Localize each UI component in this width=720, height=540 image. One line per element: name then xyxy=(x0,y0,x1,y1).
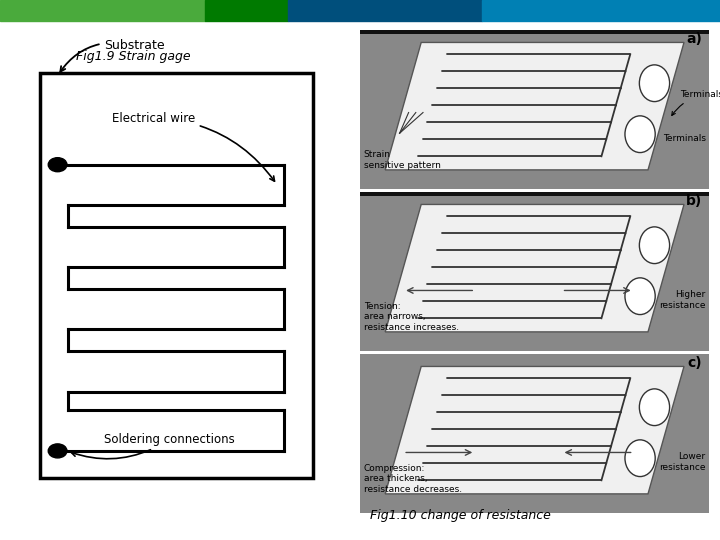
Ellipse shape xyxy=(639,227,670,264)
Bar xyxy=(205,0,288,21)
Bar xyxy=(40,73,313,478)
Text: Terminals: Terminals xyxy=(672,90,720,116)
Text: Electrical wire: Electrical wire xyxy=(112,111,274,181)
Text: Substrate: Substrate xyxy=(60,38,165,72)
Text: Tension:
area narrows,
resistance increases.: Tension: area narrows, resistance increa… xyxy=(364,302,459,332)
Text: Soldering connections: Soldering connections xyxy=(71,433,235,459)
Text: a): a) xyxy=(686,32,702,46)
Ellipse shape xyxy=(625,440,655,477)
Ellipse shape xyxy=(639,65,670,102)
Text: Lower
resistance: Lower resistance xyxy=(659,453,706,472)
Text: Fig1.9 Strain gage: Fig1.9 Strain gage xyxy=(76,50,191,63)
Bar xyxy=(360,354,709,513)
Text: Higher
resistance: Higher resistance xyxy=(659,291,706,310)
Circle shape xyxy=(48,444,67,458)
Bar xyxy=(360,192,709,351)
Polygon shape xyxy=(385,367,684,494)
Text: Strain
sensitive pattern: Strain sensitive pattern xyxy=(364,151,441,170)
Bar xyxy=(288,0,482,21)
Bar xyxy=(0,0,205,21)
Polygon shape xyxy=(385,205,684,332)
Ellipse shape xyxy=(625,116,655,153)
Text: Compression:
area thickens,
resistance decreases.: Compression: area thickens, resistance d… xyxy=(364,464,462,494)
Text: c): c) xyxy=(688,356,702,370)
Ellipse shape xyxy=(625,278,655,315)
Circle shape xyxy=(48,158,67,172)
Bar xyxy=(360,192,709,196)
Bar xyxy=(482,0,720,21)
Ellipse shape xyxy=(639,389,670,426)
Bar xyxy=(360,30,709,189)
Text: b): b) xyxy=(685,194,702,208)
Text: Fig1.10 change of resistance: Fig1.10 change of resistance xyxy=(370,509,552,522)
Bar xyxy=(360,30,709,34)
Polygon shape xyxy=(385,43,684,170)
Text: Terminals: Terminals xyxy=(662,133,706,143)
